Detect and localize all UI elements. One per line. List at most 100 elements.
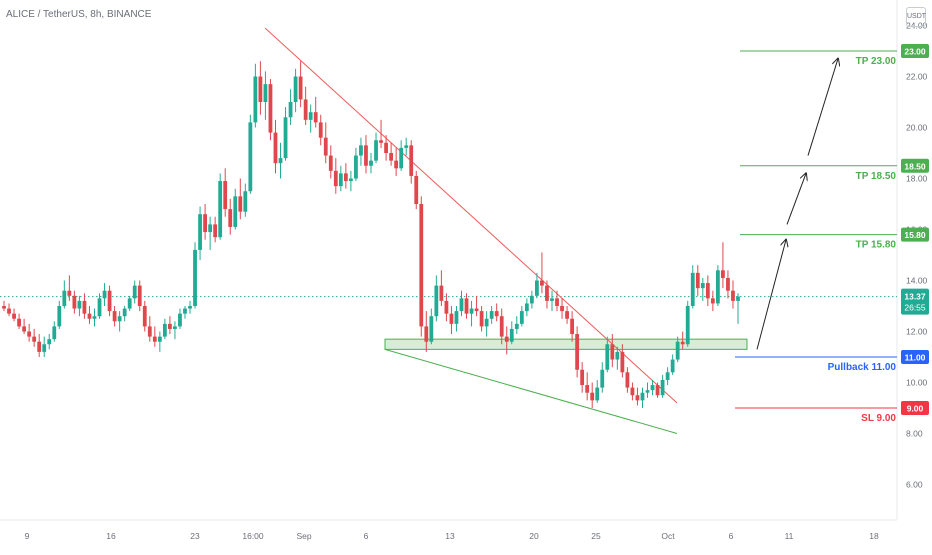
candle [173,321,177,340]
candle [731,280,735,309]
candle-body [258,76,263,102]
y-tick-label: 24.00 [906,21,928,31]
price-tag-label: 15.80 [904,230,926,240]
x-tick-label: 6 [364,531,369,541]
candle [469,300,474,327]
candle-body [565,311,569,319]
candle-body [152,336,157,342]
candle [369,153,373,174]
candle-body [685,306,690,345]
candle-body [112,311,117,322]
candle-body [705,283,710,299]
y-tick-label: 12.00 [906,327,928,337]
candle-body [178,313,182,327]
descending-trendline [264,27,678,404]
candle-body [52,326,57,340]
candle-body [188,306,192,309]
candle-body [404,145,409,148]
candle-body [474,308,479,312]
candle-body [630,387,635,396]
currency-badge[interactable]: USDT [906,7,926,27]
candle-body [469,308,474,314]
candle-body [726,277,730,291]
candle-body [223,181,228,210]
candle-body [695,272,700,289]
candle [389,142,394,166]
candle-body [107,290,112,312]
candle-body [529,295,534,304]
x-tick-label: 13 [445,531,455,541]
candle [2,300,6,312]
candle-body [117,316,122,322]
candle [474,295,479,317]
candle [489,306,494,324]
candle-body [173,326,177,329]
candle [107,285,112,317]
candle-body [37,341,42,352]
candle-body [595,387,600,401]
candle-body [318,122,323,138]
candle-body [700,283,705,289]
candle-body [369,160,373,166]
candle-body [660,379,665,396]
support-zone [384,338,748,350]
candle-body [333,170,338,187]
candle-body [721,270,725,278]
candle-body [535,280,539,296]
candle [12,308,16,322]
candle-body [555,298,559,306]
x-tick-label: 16:00 [242,531,264,541]
x-tick-label: Oct [661,531,675,541]
candle-body [283,117,288,159]
y-tick-label: 14.00 [906,276,928,286]
candle-body [464,298,469,314]
candle [162,318,167,340]
candle [42,336,47,357]
candle [188,300,192,314]
candle-body [278,158,283,164]
price-tag-label: 11.00 [905,353,926,363]
candle [494,303,499,322]
candle-body [132,285,137,299]
candle [680,331,685,350]
candle-body [710,298,715,304]
candle [575,326,580,378]
candle-body [384,142,388,153]
candle-body [213,224,218,238]
x-tick-label: 6 [729,531,734,541]
last-price-label: 13.37 [904,292,926,302]
candle-body [655,385,660,396]
candle [605,336,610,373]
candle-body [364,145,368,166]
candle-body [454,311,459,324]
candle [273,119,278,174]
candle [419,196,424,337]
candle-body [72,295,77,309]
candle [695,265,700,296]
candle-body [268,84,273,133]
candle [17,313,21,329]
candle [620,344,625,378]
candle-body [575,334,580,370]
candle [127,295,132,312]
candle-body [494,311,499,317]
candle [560,298,564,319]
candle [283,107,288,161]
countdown-label: 26:55 [904,303,926,313]
candle [303,86,308,125]
level-label: TP 18.50 [856,171,897,182]
candle [198,206,202,261]
candle [736,293,740,324]
candle-body [338,173,343,187]
candle-body [137,285,142,306]
x-tick-label: 16 [106,531,116,541]
candle [228,198,233,235]
candle [665,367,670,386]
candle [333,158,338,194]
candle-body [127,298,132,309]
candle [550,290,554,312]
candle-body [731,290,735,301]
candle [57,300,62,329]
candle-body [484,318,489,327]
candle [464,293,469,319]
